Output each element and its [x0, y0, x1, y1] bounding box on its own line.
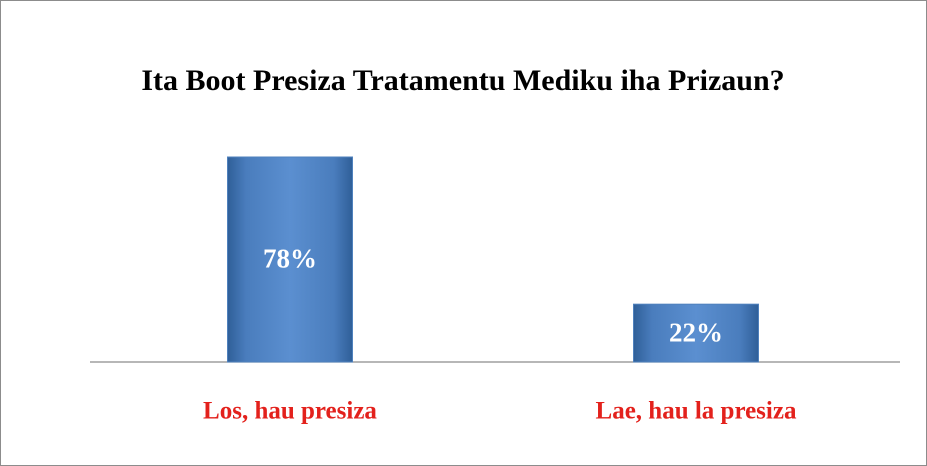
bar: [633, 303, 759, 363]
x-tick-label: Lae, hau la presiza: [596, 398, 797, 425]
chart-title: Ita Boot Presiza Tratamentu Mediku iha P…: [141, 64, 785, 97]
value-label: 78%: [263, 244, 317, 274]
x-tick-label: Los, hau presiza: [203, 398, 377, 425]
value-label: 22%: [669, 317, 723, 347]
bar: [227, 156, 353, 363]
